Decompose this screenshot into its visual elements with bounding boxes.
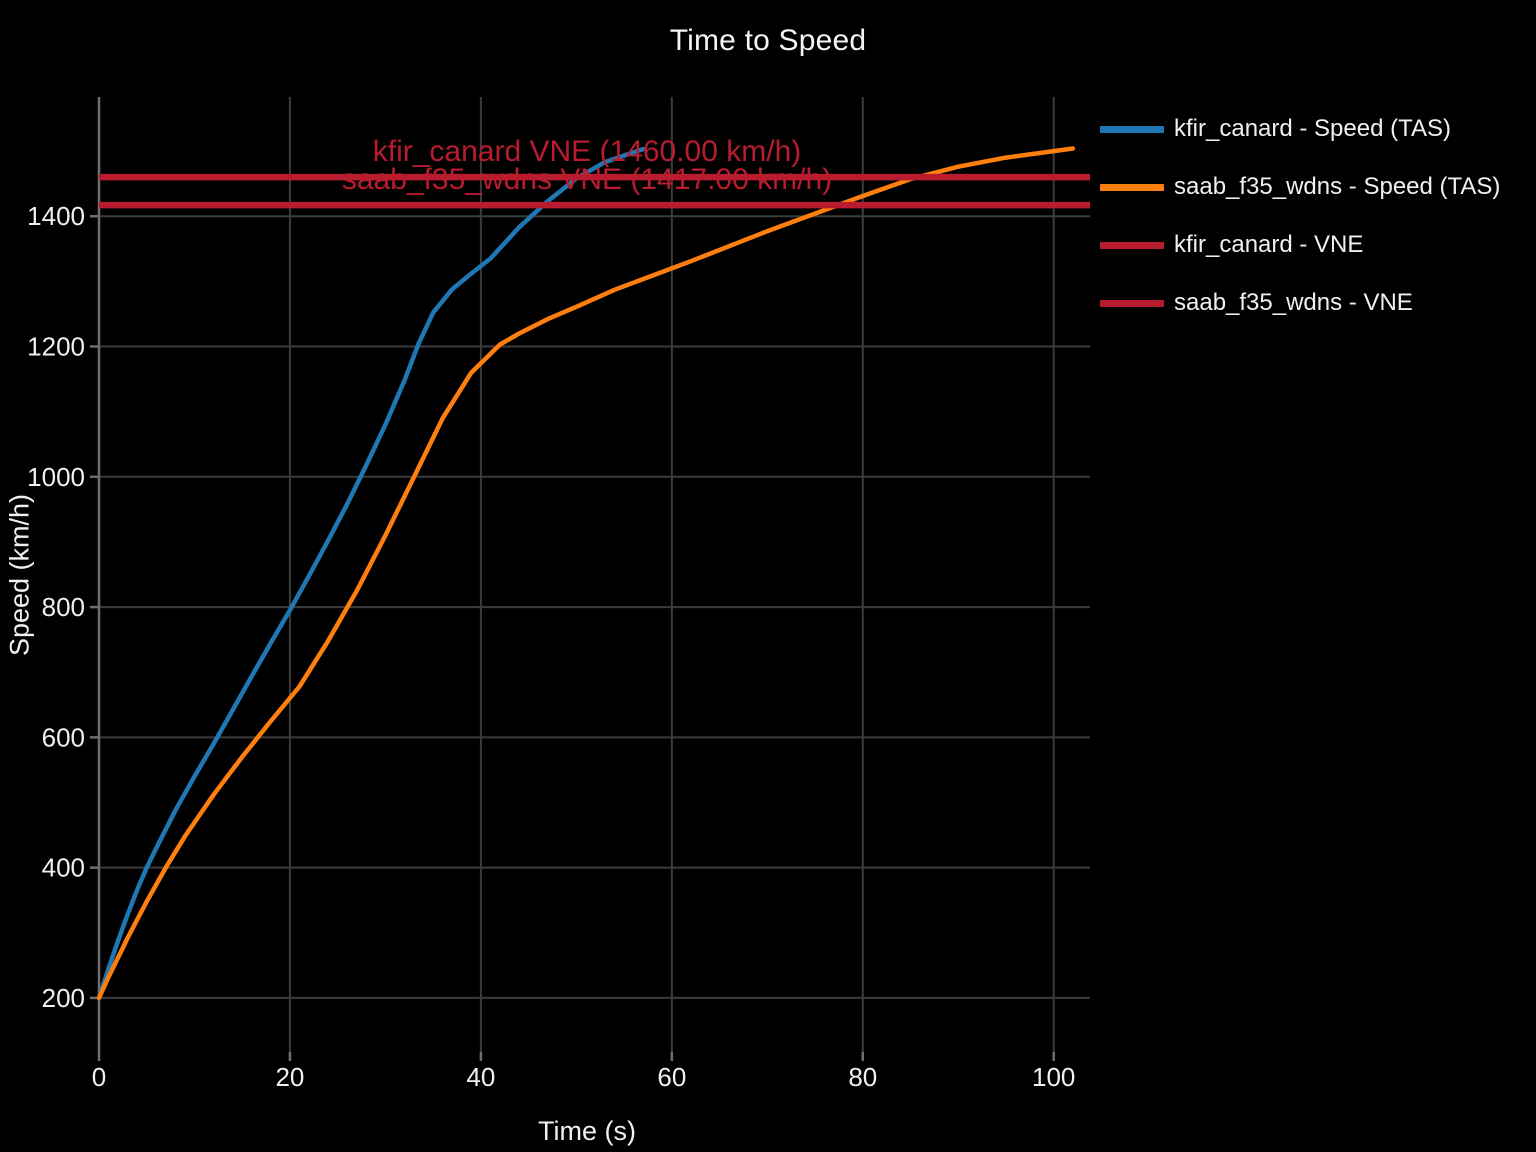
x-tick-label: 100 — [1032, 1062, 1075, 1092]
legend-swatch-red-line — [1100, 241, 1164, 249]
series-line-0 — [96, 146, 646, 1001]
vne-annotation-kfir-canard: kfir_canard VNE (1460.00 km/h) — [372, 135, 802, 169]
y-tick-label: 1400 — [27, 201, 85, 231]
legend-swatch-red-line — [1100, 299, 1164, 307]
legend-item-kfir-canard-vne[interactable]: kfir_canard - VNE — [1100, 216, 1530, 274]
legend-label: saab_f35_wdns - VNE — [1174, 289, 1413, 316]
legend-swatch-blue-line — [1100, 125, 1164, 133]
legend-item-kfir-canard-speed[interactable]: kfir_canard - Speed (TAS) — [1100, 100, 1530, 158]
legend-swatch-orange-line — [1100, 183, 1164, 191]
chart-title: Time to Speed — [669, 24, 867, 57]
x-axis-title: Time (s) — [538, 1116, 636, 1146]
legend-item-saab-f35-wdns-speed[interactable]: saab_f35_wdns - Speed (TAS) — [1100, 158, 1530, 216]
x-tick-label: 0 — [92, 1062, 106, 1092]
y-tick-label: 600 — [42, 722, 85, 752]
y-tick-label: 400 — [42, 853, 85, 883]
legend-label: saab_f35_wdns - Speed (TAS) — [1174, 173, 1501, 200]
y-tick-label: 1000 — [27, 462, 85, 492]
y-tick-label: 800 — [42, 592, 85, 622]
x-tick-label: 40 — [466, 1062, 495, 1092]
vne-annotation-saab-f35-wdns: saab_f35_wdns VNE (1417.00 km/h) — [341, 163, 833, 197]
x-tick-label: 80 — [848, 1062, 877, 1092]
y-tick-label: 200 — [42, 983, 85, 1013]
y-axis-title: Speed (km/h) — [4, 493, 35, 657]
legend: kfir_canard - Speed (TAS) saab_f35_wdns … — [1100, 100, 1530, 332]
legend-item-saab-f35-wdns-vne[interactable]: saab_f35_wdns - VNE — [1100, 274, 1530, 332]
legend-label: kfir_canard - VNE — [1174, 231, 1364, 258]
y-tick-label: 1200 — [27, 331, 85, 361]
legend-label: kfir_canard - Speed (TAS) — [1174, 115, 1451, 142]
x-tick-label: 60 — [657, 1062, 686, 1092]
x-tick-label: 20 — [275, 1062, 304, 1092]
series-line-1 — [96, 146, 1076, 1001]
